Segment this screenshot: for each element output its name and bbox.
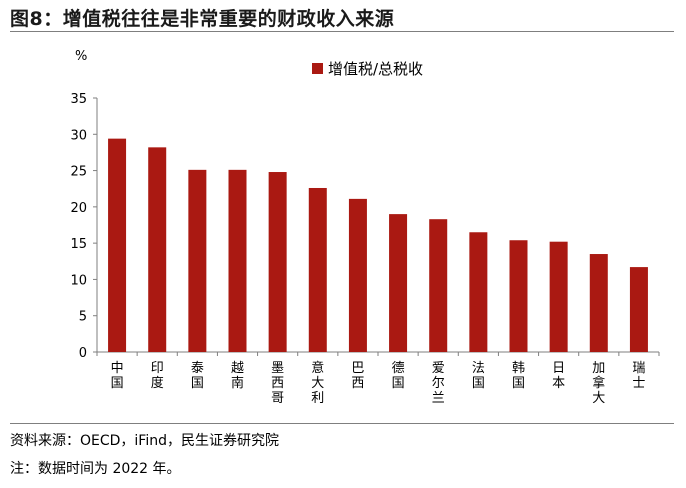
bar — [308, 187, 327, 352]
x-category-label: 中国 — [111, 361, 124, 391]
y-tick-label: 5 — [79, 310, 87, 325]
bar — [148, 147, 167, 352]
y-tick-label: 15 — [70, 237, 87, 252]
x-category-label: 意大利 — [311, 360, 324, 406]
y-axis-unit: % — [75, 49, 88, 64]
y-tick-label: 0 — [79, 346, 87, 361]
bar — [549, 241, 568, 352]
x-category-label: 印度 — [151, 361, 164, 391]
bar — [509, 240, 528, 352]
x-category-label: 韩国 — [512, 361, 525, 391]
bar — [589, 254, 608, 352]
x-category-label: 加拿大 — [592, 361, 605, 406]
source-note: 资料来源：OECD，iFind，民生证券研究院 — [10, 433, 279, 449]
y-tick-label: 20 — [70, 201, 87, 216]
x-category-label: 越南 — [231, 361, 244, 391]
x-category-label: 泰国 — [191, 361, 204, 391]
title-divider — [10, 31, 674, 32]
legend-swatch — [312, 63, 323, 74]
bar — [389, 214, 408, 352]
bar — [108, 138, 127, 352]
footer-divider — [10, 423, 674, 424]
x-category-label: 德国 — [392, 361, 405, 391]
x-category-label: 瑞士 — [632, 361, 645, 391]
bar — [629, 267, 648, 352]
y-tick-label: 35 — [70, 92, 87, 107]
y-tick-label: 30 — [70, 128, 87, 143]
x-category-label: 巴西 — [351, 361, 364, 391]
legend-label: 增值税/总税收 — [328, 60, 424, 78]
page-title: 图8：增值税往往是非常重要的财政收入来源 — [10, 8, 395, 30]
bar — [188, 169, 207, 352]
x-category-label: 法国 — [472, 361, 485, 391]
bar — [348, 198, 367, 352]
x-category-label: 爱尔兰 — [432, 361, 445, 406]
x-category-label: 墨西哥 — [271, 361, 284, 406]
bar — [228, 169, 247, 352]
bar — [469, 232, 488, 352]
bar — [268, 172, 287, 352]
bar — [429, 219, 448, 352]
date-note: 注：数据时间为 2022 年。 — [10, 461, 181, 477]
chart-legend: 增值税/总税收 — [312, 58, 423, 79]
x-category-label: 日本 — [552, 361, 565, 391]
y-tick-label: 10 — [70, 273, 87, 288]
y-tick-label: 25 — [70, 165, 87, 180]
